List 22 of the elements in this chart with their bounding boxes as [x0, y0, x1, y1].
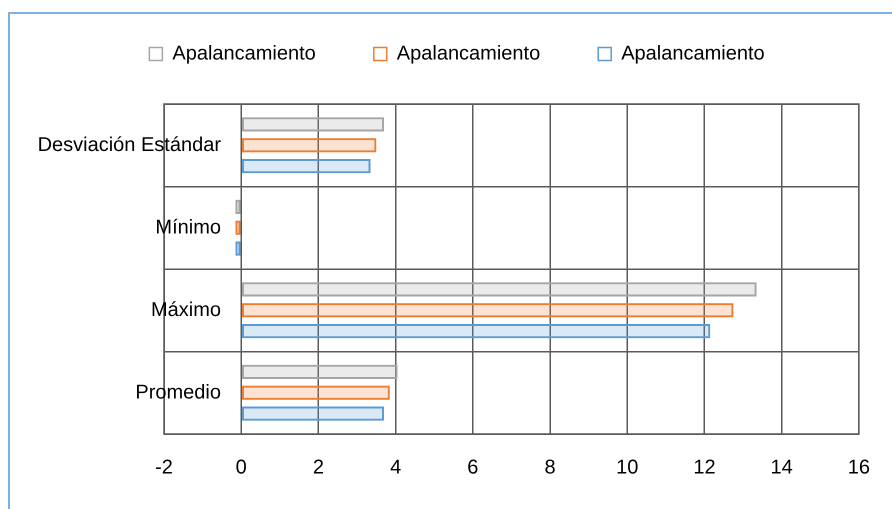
x-tick-label: 2 — [312, 456, 324, 479]
bar — [242, 282, 757, 296]
x-tick-label: 16 — [848, 456, 870, 479]
bar — [242, 159, 371, 174]
bar — [242, 324, 710, 338]
x-tick-label: 10 — [616, 456, 638, 479]
bar — [242, 138, 376, 152]
x-tick-label: 6 — [467, 456, 478, 479]
legend-label: Apalancamiento — [621, 42, 765, 65]
bar — [242, 303, 734, 318]
bar — [242, 386, 390, 400]
x-tick-label: 0 — [236, 456, 247, 479]
x-tick-label: 4 — [390, 456, 402, 479]
legend-label: Apalancamiento — [396, 42, 540, 65]
bar — [242, 117, 384, 132]
x-tick-label: -2 — [155, 456, 173, 479]
bar — [242, 406, 384, 421]
bar — [242, 364, 398, 379]
legend-label: Apalancamiento — [172, 42, 316, 65]
x-tick-label: 14 — [770, 456, 793, 479]
x-tick-label: 12 — [693, 456, 716, 479]
x-tick-label: 8 — [544, 456, 556, 479]
